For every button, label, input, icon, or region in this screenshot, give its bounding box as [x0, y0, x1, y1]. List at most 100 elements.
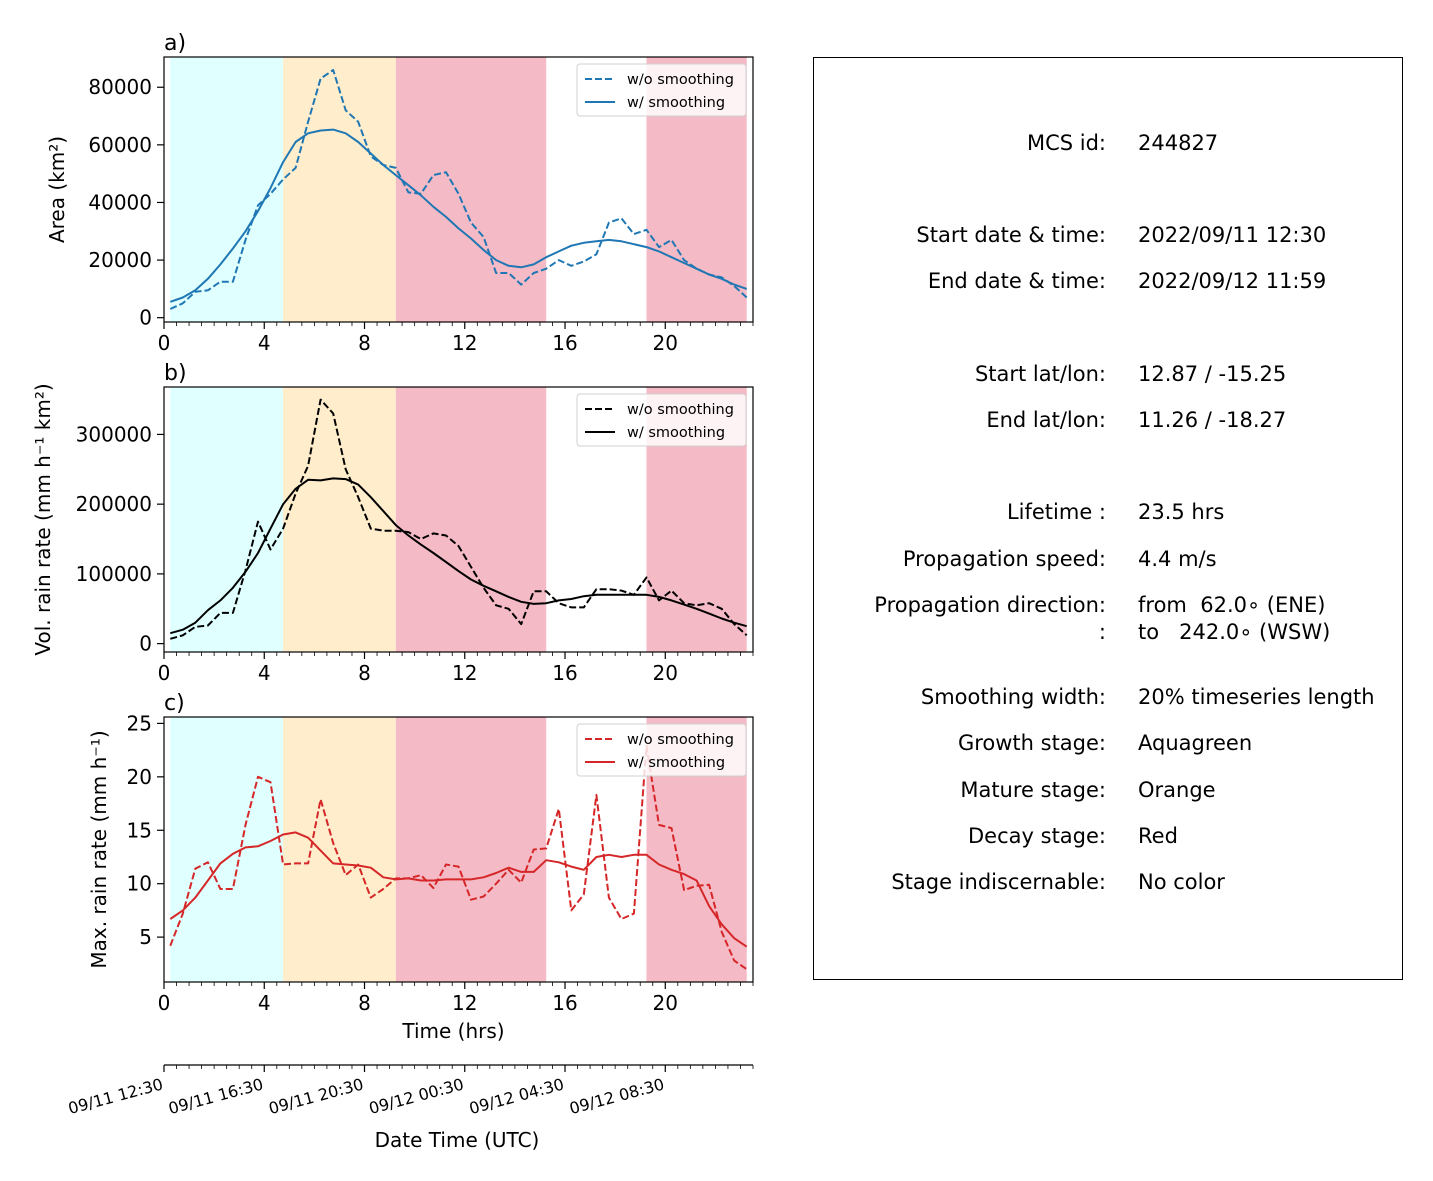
info-row-end-latlon: End lat/lon: 11.26 / -18.27 — [814, 408, 1402, 434]
x-tick-label: 4 — [258, 661, 271, 685]
x-tick-label: 0 — [158, 991, 171, 1015]
info-label: Propagation direction: — [874, 593, 1106, 617]
info-label: Growth stage: — [957, 731, 1106, 755]
x-axis-label: Time (hrs) — [401, 1019, 504, 1043]
series-line-smoothed — [170, 477, 747, 635]
x-tick-label: 16 — [552, 661, 577, 685]
y-tick-label: 20000 — [88, 248, 152, 272]
info-label: Start lat/lon: — [974, 362, 1106, 386]
series-line-smoothed — [169, 831, 748, 948]
axes-frame — [163, 716, 754, 983]
info-label: MCS id: — [1026, 131, 1106, 155]
info-row-smoothing-width: Smoothing width: 20% timeseries length — [814, 685, 1402, 711]
y-axis-label: Area (km²) — [45, 136, 69, 243]
y-axis-label: Max. rain rate (mm h⁻¹) — [87, 730, 111, 968]
x-tick-label: 20 — [653, 661, 678, 685]
info-row-lifetime: Lifetime : 23.5 hrs — [814, 500, 1402, 526]
date-tick-label: 09/11 20:30 — [267, 1075, 366, 1119]
legend: w/o smoothing w/ smoothing — [576, 393, 747, 447]
info-row-start-time: Start date & time: 2022/09/11 12:30 — [814, 223, 1402, 249]
info-label: End lat/lon: — [986, 408, 1106, 432]
panel-b: 0 4 8 12 16 20 0 100000 200000 300000 b) Vol. rain … — [31, 361, 754, 685]
legend-label: w/o smoothing — [627, 72, 734, 88]
y-axis-label: Vol. rain rate (mm h⁻¹ km²) — [31, 383, 55, 655]
x-tick-label: 0 — [158, 661, 171, 685]
stage-band-growth — [170, 717, 284, 982]
info-label: Stage indiscernable: — [891, 870, 1106, 894]
series-line-raw — [169, 744, 748, 971]
date-axis-title: Date Time (UTC) — [375, 1128, 540, 1152]
stage-band-mature — [283, 717, 396, 982]
panel-label: c) — [164, 691, 185, 716]
info-value: 2022/09/12 11:59 — [1138, 269, 1327, 293]
x-tick-label: 16 — [552, 991, 577, 1015]
info-row-start-latlon: Start lat/lon: 12.87 / -15.25 — [814, 362, 1402, 388]
legend: w/o smoothing w/ smoothing — [576, 723, 747, 777]
legend-label: w/ smoothing — [627, 95, 725, 111]
date-tick-label: 09/12 04:30 — [467, 1075, 566, 1119]
stage-band-growth — [170, 387, 284, 652]
y-tick-label: 0 — [139, 306, 152, 330]
info-value: 23.5 hrs — [1138, 500, 1225, 524]
info-row-stage-indiscernable: Stage indiscernable: No color — [814, 870, 1402, 896]
info-row-propagation-direction-to: : to 242.0∘ (WSW) — [814, 620, 1402, 646]
legend-label: w/o smoothing — [627, 732, 734, 748]
date-axis: 09/11 12:30 09/11 16:30 09/11 20:30 09/12 0… — [66, 1064, 754, 1152]
x-tick-label: 12 — [452, 331, 477, 355]
y-tick-label: 15 — [127, 818, 152, 842]
panel-c: 0 4 8 12 16 20 5 10 15 20 25 c) Max. rain rate (mm h… — [87, 691, 754, 1043]
y-tick-label: 80000 — [88, 75, 152, 99]
date-tick-label: 09/11 12:30 — [66, 1075, 165, 1119]
stage-band-growth — [170, 57, 284, 322]
info-row-propagation-speed: Propagation speed: 4.4 m/s — [814, 547, 1402, 573]
axes-frame — [163, 56, 754, 323]
axes-frame — [163, 386, 754, 653]
y-tick-label: 10 — [127, 872, 152, 896]
series-line-smoothed — [169, 128, 748, 303]
x-tick-label: 12 — [452, 991, 477, 1015]
date-tick-label: 09/11 16:30 — [166, 1075, 265, 1119]
info-value: No color — [1138, 870, 1225, 894]
info-value: 2022/09/11 12:30 — [1138, 223, 1327, 247]
x-tick-label: 16 — [552, 331, 577, 355]
date-tick-label: 09/12 00:30 — [367, 1075, 466, 1119]
mcs-info-panel: MCS id: 244827 Start date & time: 2022/0… — [813, 57, 1403, 980]
info-label: Smoothing width: — [920, 685, 1106, 709]
stage-band-mature — [283, 57, 396, 322]
info-label: Propagation speed: — [902, 547, 1106, 571]
info-value: Aquagreen — [1138, 731, 1253, 755]
x-tick-label: 4 — [258, 991, 271, 1015]
y-tick-label: 20 — [127, 765, 152, 789]
y-tick-label: 200000 — [76, 492, 152, 516]
info-label: Mature stage: — [960, 778, 1106, 802]
y-tick-label: 5 — [139, 925, 152, 949]
x-tick-label: 8 — [358, 661, 371, 685]
legend-label: w/o smoothing — [627, 402, 734, 418]
info-value: 20% timeseries length — [1138, 685, 1375, 709]
legend-box — [576, 63, 747, 117]
legend-label: w/ smoothing — [627, 425, 725, 441]
info-row-mcs-id: MCS id: 244827 — [814, 131, 1402, 157]
legend-box — [576, 393, 747, 447]
stage-band-decay — [395, 387, 547, 652]
x-tick-label: 12 — [452, 661, 477, 685]
stage-band-decay — [395, 57, 547, 322]
info-value: 11.26 / -18.27 — [1138, 408, 1287, 432]
x-tick-label: 20 — [653, 991, 678, 1015]
series-line-raw — [170, 398, 748, 640]
panel-label: a) — [164, 31, 186, 56]
info-label: End date & time: — [927, 269, 1106, 293]
info-row-decay-stage: Decay stage: Red — [814, 824, 1402, 850]
y-tick-label: 25 — [127, 711, 152, 735]
info-value: Orange — [1138, 778, 1216, 802]
y-tick-label: 40000 — [88, 190, 152, 214]
info-label: : — [1098, 620, 1106, 644]
legend: w/o smoothing w/ smoothing — [576, 63, 747, 117]
panel-a: 0 4 8 12 16 20 0 20000 40000 60000 80000 a) Area (km… — [45, 31, 754, 355]
info-row-mature-stage: Mature stage: Orange — [814, 778, 1402, 804]
info-value: 244827 — [1138, 131, 1219, 155]
legend-label: w/ smoothing — [627, 755, 725, 771]
legend-box — [576, 723, 747, 777]
info-value: Red — [1138, 824, 1178, 848]
